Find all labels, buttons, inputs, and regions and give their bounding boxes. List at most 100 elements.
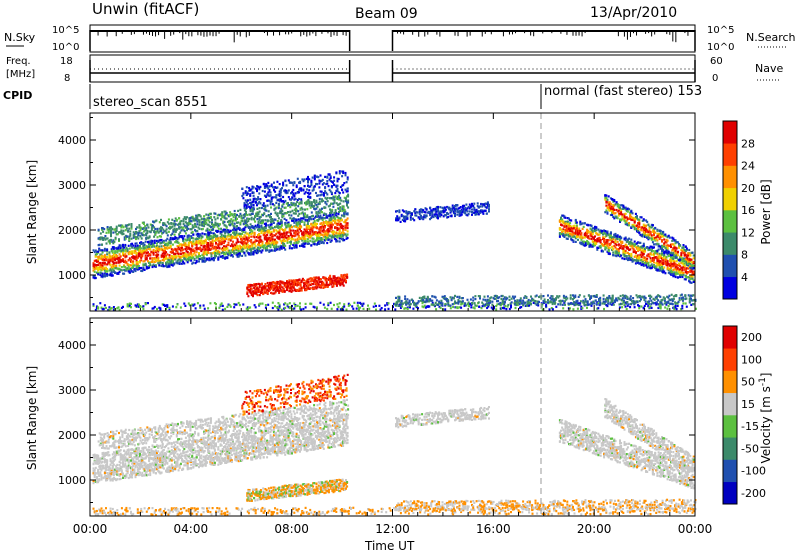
data-cell — [320, 190, 323, 193]
data-cell — [295, 222, 298, 226]
data-cell — [140, 227, 143, 230]
data-cell — [280, 222, 283, 225]
data-cell — [160, 245, 163, 248]
data-cell — [305, 188, 308, 191]
data-cell — [328, 173, 331, 176]
data-cell — [480, 209, 483, 212]
data-cell — [95, 271, 98, 274]
data-cell — [270, 212, 272, 215]
data-cell — [297, 281, 300, 284]
data-cell — [195, 237, 198, 241]
data-cell — [344, 219, 347, 222]
data-cell — [318, 242, 321, 245]
data-cell — [248, 205, 251, 208]
data-cell — [182, 243, 185, 246]
data-cell — [333, 303, 335, 307]
data-cell — [317, 194, 320, 197]
data-cell — [318, 286, 321, 289]
data-cell — [165, 225, 168, 228]
data-cell — [203, 249, 206, 252]
data-cell — [288, 181, 291, 184]
data-cell — [339, 198, 342, 201]
data-cell — [282, 239, 284, 242]
data-cell — [259, 286, 262, 289]
data-cell — [271, 233, 274, 237]
data-cell — [310, 201, 313, 204]
data-cell — [343, 239, 346, 242]
data-cell — [344, 171, 347, 175]
data-cell — [313, 207, 316, 210]
data-cell — [321, 238, 324, 241]
data-cell — [311, 279, 313, 282]
data-cell — [146, 236, 149, 239]
data-cell — [319, 222, 322, 225]
data-cell — [332, 198, 335, 201]
data-cell — [279, 212, 282, 215]
data-cell — [221, 308, 224, 311]
data-cell — [256, 294, 259, 297]
data-cell — [338, 302, 341, 305]
data-cell — [167, 218, 170, 221]
data-cell — [344, 197, 347, 200]
data-cell — [213, 256, 216, 259]
data-cell — [137, 248, 140, 251]
data-cell — [170, 258, 173, 261]
data-cell — [495, 305, 498, 308]
data-cell — [216, 217, 219, 220]
data-cell — [106, 228, 109, 231]
data-cell — [166, 244, 169, 247]
data-cell — [183, 252, 186, 255]
data-cell — [257, 236, 259, 239]
data-cell — [336, 177, 339, 180]
data-cell — [195, 225, 198, 228]
data-cell — [156, 229, 159, 232]
data-cell — [414, 214, 417, 217]
data-cell — [324, 175, 327, 178]
data-cell — [342, 280, 345, 283]
data-cell — [167, 230, 170, 233]
data-cell — [184, 254, 187, 257]
data-cell — [334, 209, 337, 212]
data-cell — [144, 225, 147, 228]
data-cell — [92, 304, 95, 307]
data-cell — [216, 225, 219, 228]
data-cell — [235, 237, 238, 240]
data-cell — [110, 248, 113, 251]
data-cell — [337, 234, 340, 237]
data-cell — [128, 235, 131, 238]
data-cell — [149, 240, 152, 243]
data-cell — [317, 210, 320, 213]
data-cell — [193, 250, 196, 253]
data-cell — [335, 226, 338, 229]
data-cell — [250, 203, 253, 207]
data-cell — [487, 305, 490, 308]
data-cell — [341, 205, 344, 208]
data-cell — [215, 248, 217, 251]
data-cell — [470, 306, 473, 309]
data-cell — [126, 263, 129, 266]
data-cell — [197, 219, 200, 222]
data-cell — [136, 231, 139, 234]
data-cell — [136, 256, 139, 259]
data-cell — [140, 256, 143, 259]
data-cell — [322, 281, 325, 284]
data-cell — [328, 222, 331, 225]
data-cell — [111, 254, 114, 258]
data-cell — [122, 247, 124, 250]
data-cell — [294, 244, 297, 247]
data-cell — [237, 255, 240, 258]
data-cell — [343, 196, 346, 199]
data-cell — [205, 213, 208, 216]
data-cell — [103, 249, 106, 252]
data-cell — [249, 198, 252, 201]
data-cell — [288, 290, 291, 293]
data-cell — [149, 257, 152, 260]
data-cell — [286, 191, 289, 194]
data-cell — [257, 290, 260, 294]
data-cell — [338, 227, 341, 230]
data-cell — [238, 252, 241, 255]
data-cell — [191, 215, 194, 218]
data-cell — [302, 245, 305, 248]
data-cell — [213, 254, 216, 258]
data-cell — [337, 219, 340, 222]
